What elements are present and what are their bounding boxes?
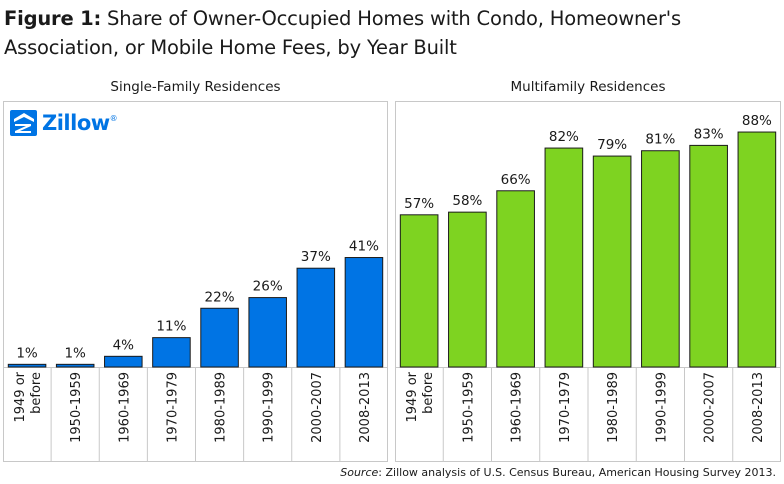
multifamily-category-label-line: before xyxy=(421,372,436,414)
single-family-category-label-line: 1960-1969 xyxy=(117,372,132,443)
single-family-bar xyxy=(7,363,47,368)
single-family-value-label: 1% xyxy=(64,345,86,361)
single-family-category-label-line: 1980-1989 xyxy=(214,372,229,443)
single-family-value-label: 37% xyxy=(301,249,331,265)
multifamily-category-label-line: 1970-1979 xyxy=(558,372,573,443)
single-family-value-label: 1% xyxy=(16,345,38,361)
source-text: : Zillow analysis of U.S. Census Bureau,… xyxy=(378,466,776,479)
zillow-logo-text: Zillow xyxy=(42,111,110,135)
multifamily-category-label-line: 1960-1969 xyxy=(510,372,525,443)
single-family-category-label: 2008-2013 xyxy=(358,372,373,443)
single-family-panel-title: Single-Family Residences xyxy=(110,79,280,95)
single-family-category-label-line: 1950-1959 xyxy=(69,372,84,443)
single-family-bar xyxy=(344,257,384,368)
multifamily-value-label: 88% xyxy=(742,113,772,129)
multifamily-category-label: 1990-1999 xyxy=(654,372,669,443)
multifamily-value-label: 81% xyxy=(645,132,675,148)
multifamily-value-label: 66% xyxy=(501,172,531,188)
multifamily-bar xyxy=(399,214,439,368)
multifamily-category-label: 2008-2013 xyxy=(751,372,766,443)
multifamily-value-label: 82% xyxy=(549,129,579,145)
single-family-category-label-line: 1990-1999 xyxy=(262,372,277,443)
multifamily-bar xyxy=(496,190,535,368)
single-family-category-label: 1990-1999 xyxy=(262,372,277,443)
multifamily-category-label-line: 1990-1999 xyxy=(654,372,669,443)
multifamily-bar xyxy=(448,211,487,368)
single-family-category-label-line: 1949 or xyxy=(13,371,28,422)
multifamily-panel-title: Multifamily Residences xyxy=(510,79,665,95)
single-family-category-label: 2000-2007 xyxy=(310,372,325,443)
single-family-value-label: 22% xyxy=(205,289,235,305)
multifamily-category-label: 2000-2007 xyxy=(703,372,718,443)
single-family-category-label-line: 1970-1979 xyxy=(165,372,180,443)
multifamily-value-label: 83% xyxy=(694,126,724,142)
multifamily-bar xyxy=(544,147,584,368)
figure-title: Figure 1: Share of Owner-Occupied Homes … xyxy=(4,4,780,62)
single-family-value-label: 26% xyxy=(253,279,283,295)
single-family-category-label: 1949 or before xyxy=(13,371,44,422)
single-family-bar xyxy=(55,363,95,368)
multifamily-category-label-line: 1950-1959 xyxy=(461,372,476,443)
single-family-bar xyxy=(200,307,239,368)
multifamily-category-label-line: 2008-2013 xyxy=(751,372,766,443)
single-family-category-label: 1950-1959 xyxy=(69,372,84,443)
multifamily-category-label: 1960-1969 xyxy=(510,372,525,443)
multifamily-category-label-line: 1980-1989 xyxy=(606,372,621,443)
figure-title-prefix: Figure 1: xyxy=(4,7,102,30)
single-family-category-label-line: before xyxy=(29,372,44,414)
single-family-category-label: 1970-1979 xyxy=(165,372,180,443)
multifamily-category-label: 1980-1989 xyxy=(606,372,621,443)
figure-title-text: Share of Owner-Occupied Homes with Condo… xyxy=(4,7,681,59)
multifamily-bar xyxy=(592,155,632,368)
source-label: Source xyxy=(340,466,379,479)
single-family-value-label: 4% xyxy=(113,337,135,353)
source-note: Source: Zillow analysis of U.S. Census B… xyxy=(340,466,776,479)
single-family-bar xyxy=(104,355,143,368)
multifamily-value-label: 58% xyxy=(452,193,482,209)
zillow-logo-icon xyxy=(10,110,37,136)
multifamily-value-label: 57% xyxy=(404,196,434,212)
multifamily-category-label-line: 1949 or xyxy=(405,371,420,422)
multifamily-category-label: 1949 or before xyxy=(405,371,436,422)
multifamily-bar xyxy=(689,144,728,368)
multifamily-value-label: 79% xyxy=(597,137,627,153)
multifamily-bar xyxy=(737,131,777,368)
single-family-category-label-line: 2008-2013 xyxy=(358,372,373,443)
single-family-value-label: 11% xyxy=(156,319,186,335)
single-family-category-label-line: 2000-2007 xyxy=(310,372,325,443)
zillow-logo: Zillow ® xyxy=(10,110,118,136)
single-family-category-label: 1980-1989 xyxy=(214,372,229,443)
multifamily-category-label: 1950-1959 xyxy=(461,372,476,443)
multifamily-category-label-line: 2000-2007 xyxy=(703,372,718,443)
single-family-bar xyxy=(248,297,287,368)
single-family-category-label: 1960-1969 xyxy=(117,372,132,443)
multifamily-category-label: 1970-1979 xyxy=(558,372,573,443)
multifamily-bar xyxy=(641,150,680,368)
zillow-logo-reg: ® xyxy=(109,114,118,123)
single-family-bar xyxy=(296,267,336,368)
single-family-bar xyxy=(152,337,191,368)
single-family-value-label: 41% xyxy=(349,239,379,255)
